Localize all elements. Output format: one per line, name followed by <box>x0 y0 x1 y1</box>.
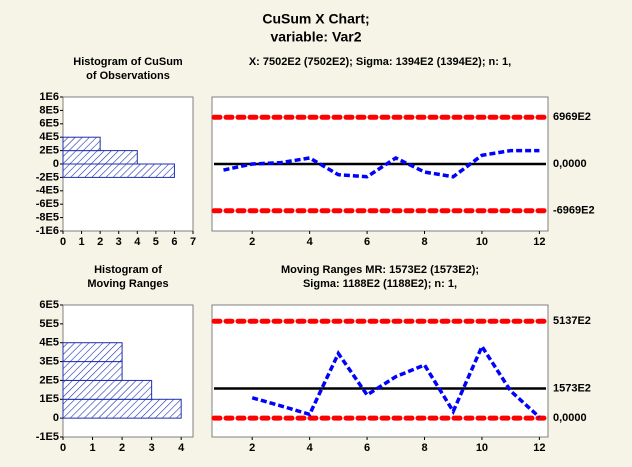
control-line-label: 5137E2 <box>553 315 591 327</box>
histogram-bar <box>62 163 175 178</box>
histogram-bar <box>62 361 123 381</box>
x-tick-label: 1 <box>79 236 85 248</box>
main-title: variable: Var2 <box>270 29 361 45</box>
chart-title: Histogram of <box>94 264 162 276</box>
y-tick-label: -6E5 <box>36 198 59 210</box>
chart-title: Sigma: 1188E2 (1188E2); n: 1, <box>303 278 457 290</box>
x-tick-label: 2 <box>97 236 103 248</box>
y-tick-label: 8E5 <box>39 104 59 116</box>
series-line <box>223 148 540 179</box>
x-tick-label: 6 <box>171 236 177 248</box>
control-line-label: 6969E2 <box>553 111 591 123</box>
control-line-label: 0,0000 <box>553 158 587 170</box>
y-tick-label: 4E5 <box>39 131 59 143</box>
y-tick-label: 6E5 <box>39 118 59 130</box>
y-tick-label: -1E5 <box>36 431 59 443</box>
x-tick-label: 3 <box>116 236 122 248</box>
y-tick-label: 0 <box>53 412 59 424</box>
chart-title: Moving Ranges MR: 1573E2 (1573E2); <box>281 264 479 276</box>
chart-title: of Observations <box>86 70 170 82</box>
x-tick-label: 2 <box>249 442 255 454</box>
x-tick-label: 12 <box>533 236 545 248</box>
x-tick-label: 3 <box>149 442 155 454</box>
y-tick-label: -8E5 <box>36 212 59 224</box>
histogram-bar <box>62 136 101 152</box>
x-tick-label: 10 <box>476 442 488 454</box>
y-tick-label: 2E5 <box>39 374 59 386</box>
x-tick-label: 1 <box>89 442 95 454</box>
x-tick-label: 6 <box>364 442 370 454</box>
x-tick-label: 12 <box>533 442 545 454</box>
control-line-label: -6969E2 <box>553 205 595 217</box>
histogram-bar <box>62 150 138 165</box>
chart-title: Moving Ranges <box>87 278 168 290</box>
y-tick-label: 0 <box>53 158 59 170</box>
x-tick-label: 8 <box>421 442 427 454</box>
y-tick-label: -1E6 <box>36 225 59 237</box>
x-tick-label: 4 <box>307 442 314 454</box>
control-line-label: 1573E2 <box>553 382 591 394</box>
y-tick-label: 3E5 <box>39 355 59 367</box>
histogram-bar <box>62 398 182 419</box>
x-tick-label: 0 <box>60 442 66 454</box>
x-tick-label: 5 <box>153 236 159 248</box>
x-tick-label: 8 <box>421 236 427 248</box>
control-line-label: 0,0000 <box>553 412 587 424</box>
main-title: CuSum X Chart; <box>262 11 369 27</box>
y-tick-label: 2E5 <box>39 145 59 157</box>
chart-title: Histogram of CuSum <box>73 56 183 68</box>
y-tick-label: 1E6 <box>39 91 59 103</box>
y-tick-label: 5E5 <box>39 318 59 330</box>
histogram-bar <box>62 342 123 363</box>
plot-area <box>211 304 549 438</box>
histogram-bar <box>62 379 153 400</box>
x-tick-label: 7 <box>190 236 196 248</box>
x-tick-label: 0 <box>60 236 66 248</box>
y-tick-label: 1E5 <box>39 393 59 405</box>
x-tick-label: 4 <box>307 236 314 248</box>
y-tick-label: -4E5 <box>36 185 59 197</box>
x-tick-label: 4 <box>134 236 141 248</box>
chart-title: X: 7502E2 (7502E2); Sigma: 1394E2 (1394E… <box>249 56 511 68</box>
series-line <box>251 342 541 419</box>
x-tick-label: 4 <box>178 442 185 454</box>
x-tick-label: 2 <box>249 236 255 248</box>
y-tick-label: 4E5 <box>39 337 59 349</box>
x-tick-label: 2 <box>119 442 125 454</box>
y-tick-label: -2E5 <box>36 171 59 183</box>
x-tick-label: 6 <box>364 236 370 248</box>
y-tick-label: 6E5 <box>39 299 59 311</box>
x-tick-label: 10 <box>476 236 488 248</box>
